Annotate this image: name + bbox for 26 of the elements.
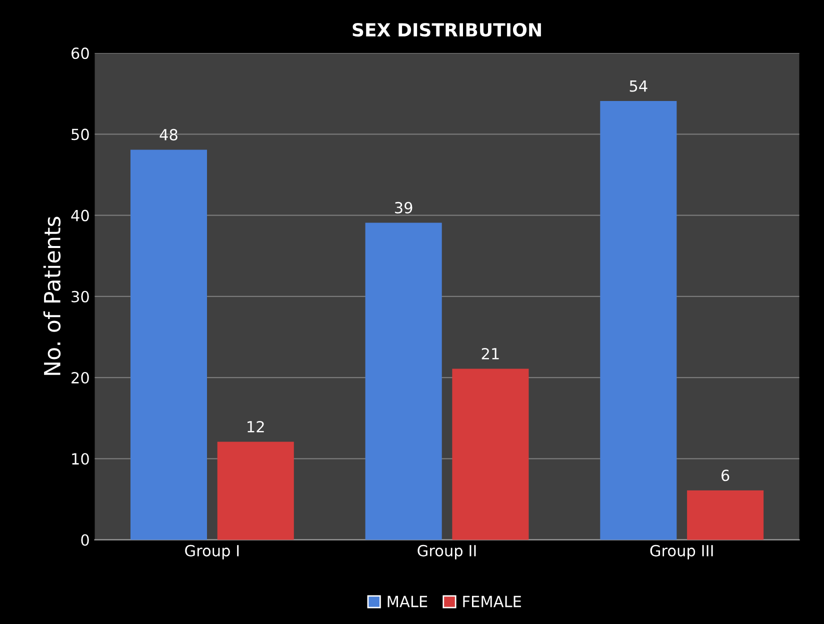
y-tick-label: 40 [71, 210, 89, 222]
data-label: 39 [395, 202, 412, 214]
x-tick-label: Group I [185, 544, 239, 560]
y-tick-label: 60 [72, 48, 89, 60]
data-label: 6 [722, 470, 730, 482]
y-axis-title: No. of Patients [43, 216, 61, 375]
x-tick-label: Group III [650, 544, 713, 560]
bar [130, 150, 208, 540]
bar [452, 368, 529, 540]
legend-label: FEMALE [463, 596, 521, 608]
y-tick-label: 20 [72, 372, 89, 384]
bar [687, 490, 764, 540]
y-tick-label: 30 [72, 290, 89, 302]
bar [365, 222, 442, 540]
data-label: 54 [630, 80, 648, 92]
data-label: 21 [482, 348, 499, 360]
bar [217, 442, 294, 540]
y-tick-label: 0 [81, 534, 89, 546]
y-tick-label: 50 [72, 128, 89, 140]
x-tick-label: Group II [418, 544, 476, 560]
data-label: 48 [160, 128, 178, 140]
bar [600, 101, 677, 540]
y-tick-label: 10 [72, 453, 89, 465]
legend-label: MALE [388, 596, 428, 608]
data-label: 12 [248, 420, 264, 432]
chart-title: SEX DISTRIBUTION [352, 22, 541, 37]
